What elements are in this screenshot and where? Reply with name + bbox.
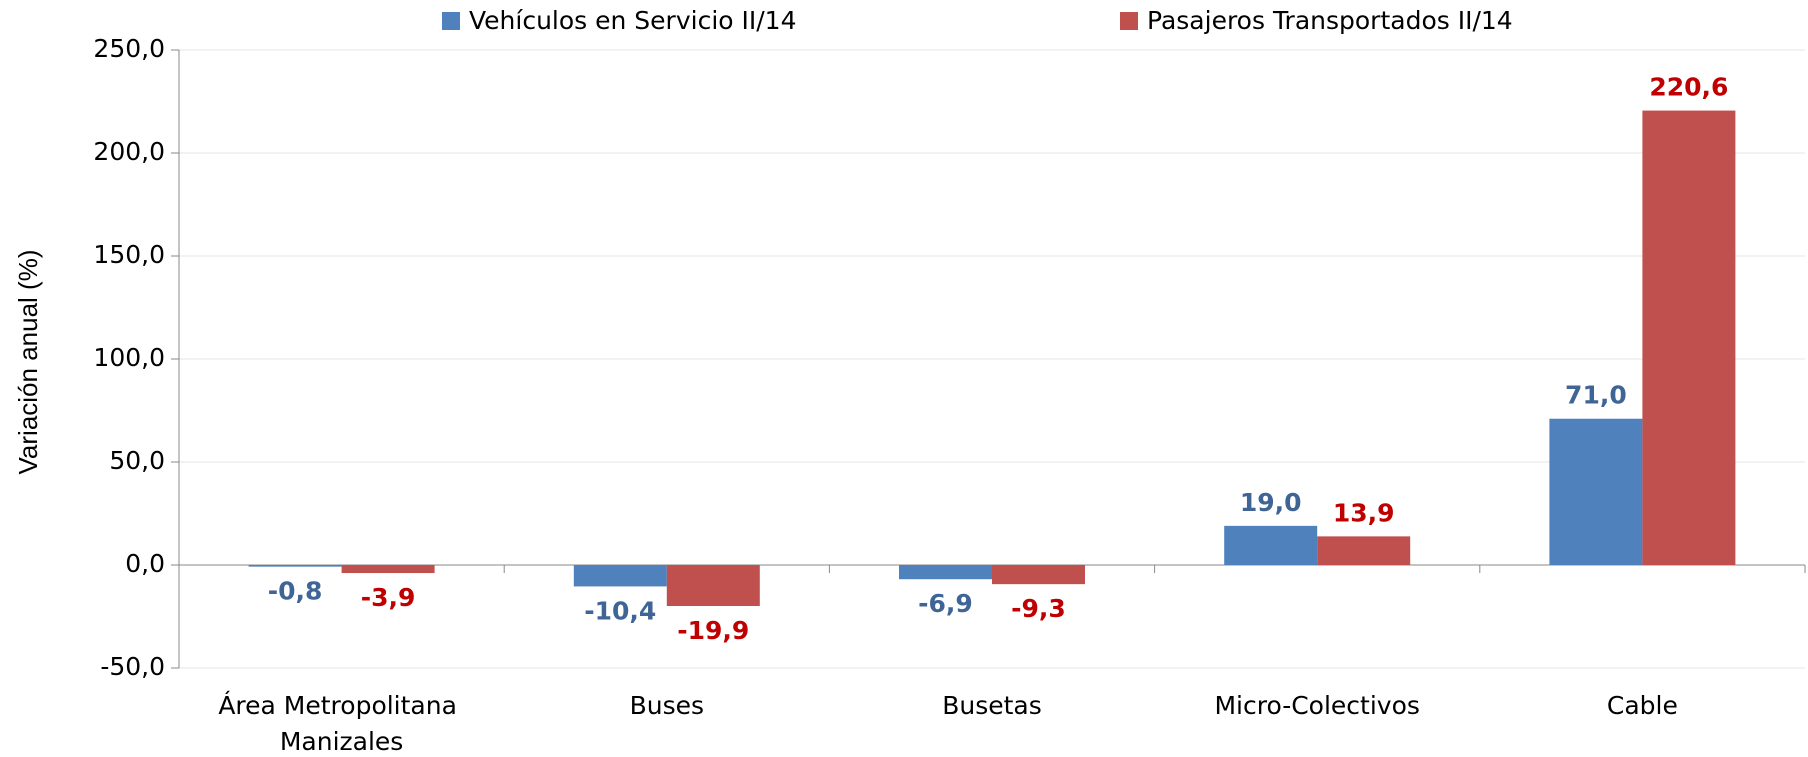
y-tick-label: 150,0: [93, 240, 165, 269]
y-axis-title: Variación anual (%): [13, 250, 43, 475]
x-tick-label: Micro-Colectivos: [1214, 691, 1419, 720]
bar: [573, 565, 667, 587]
data-label: 220,6: [1649, 73, 1728, 102]
bar: [1549, 418, 1643, 565]
x-tick-label: Busetas: [942, 691, 1042, 720]
data-label: -10,4: [584, 596, 656, 625]
bar: [899, 565, 992, 580]
data-label: 13,9: [1333, 498, 1395, 527]
bar: [666, 565, 760, 606]
x-tick-label: Cable: [1607, 691, 1678, 720]
data-label: 19,0: [1240, 488, 1302, 517]
legend-label: Pasajeros Transportados II/14: [1147, 6, 1513, 35]
x-tick-label: Buses: [630, 691, 704, 720]
bar: [1224, 525, 1318, 565]
y-tick-label: 0,0: [125, 549, 165, 578]
y-tick-label: 50,0: [109, 446, 165, 475]
data-label: -0,8: [268, 577, 323, 606]
data-label: -9,3: [1011, 594, 1066, 623]
bar: [341, 565, 435, 574]
bar: [248, 565, 342, 567]
legend-swatch: [1120, 12, 1138, 30]
y-tick-label: 100,0: [93, 343, 165, 372]
bar: [992, 565, 1085, 585]
legend-swatch: [442, 12, 460, 30]
data-label: -19,9: [677, 616, 749, 645]
bar: [1317, 536, 1411, 565]
legend-label: Vehículos en Servicio II/14: [469, 6, 797, 35]
y-tick-label: 200,0: [93, 137, 165, 166]
data-label: -3,9: [361, 583, 416, 612]
data-label: -6,9: [918, 589, 973, 618]
y-tick-label: 250,0: [93, 34, 165, 63]
data-label: 71,0: [1565, 381, 1627, 410]
x-tick-label: Área Metropolitana Manizales: [218, 691, 465, 756]
y-tick-label: -50,0: [100, 652, 165, 681]
bar: [1642, 110, 1736, 566]
